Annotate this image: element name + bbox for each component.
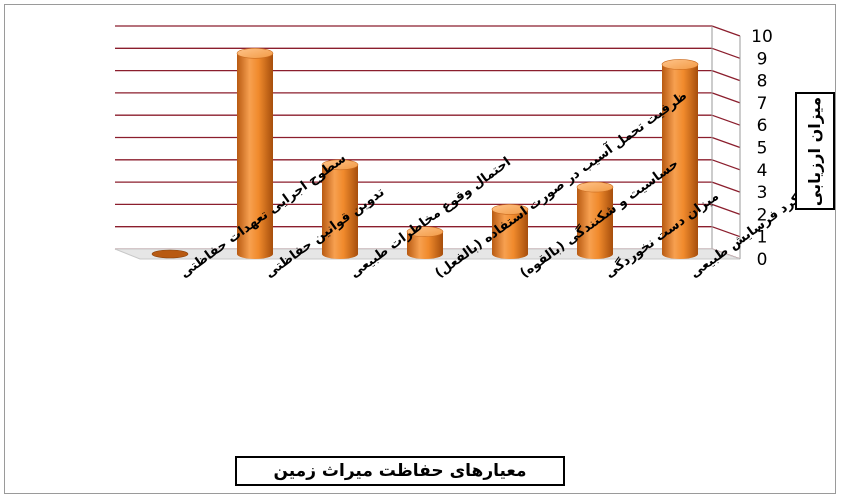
y-tick-label: 6 [757, 116, 768, 136]
category-label: احتمال وقوع مخاطرات طبیعی [348, 155, 514, 282]
bar [236, 47, 274, 259]
bar [661, 59, 699, 259]
gridline-side [711, 47, 741, 59]
gridline-side [711, 159, 741, 171]
category-label: حساسیت و شکنندگی (بالقوه) [517, 156, 682, 282]
gridline-side [711, 69, 741, 82]
y-tick-label: 10 [751, 27, 773, 47]
y-tick-label: 7 [757, 94, 768, 114]
bars [151, 47, 699, 259]
bar [406, 226, 444, 259]
gridline-side [711, 25, 741, 37]
bar [151, 249, 189, 259]
gridline-side [711, 226, 741, 238]
gridline-side [711, 114, 741, 126]
y-tick-label: 9 [757, 49, 768, 69]
bar [491, 204, 529, 259]
y-tick-label: 8 [757, 72, 768, 92]
bar [576, 181, 614, 259]
x-axis-title: معیارهای حفاظت میراث زمین [235, 456, 565, 486]
y-axis-title-text: میزان ارزیابی [805, 96, 825, 206]
bar [321, 159, 359, 259]
y-tick-label: 1 [757, 228, 768, 248]
y-tick-label: 4 [757, 161, 768, 181]
y-tick-label: 2 [757, 205, 768, 225]
y-tick-label: 3 [757, 183, 768, 203]
gridline-side [711, 92, 741, 104]
gridline-side [711, 203, 741, 216]
gridline-side [711, 181, 741, 193]
y-axis-title: میزان ارزیابی [795, 92, 835, 210]
gridline-side [711, 136, 741, 149]
y-tick-label: 5 [757, 139, 768, 159]
y-tick-label: 0 [757, 250, 768, 270]
